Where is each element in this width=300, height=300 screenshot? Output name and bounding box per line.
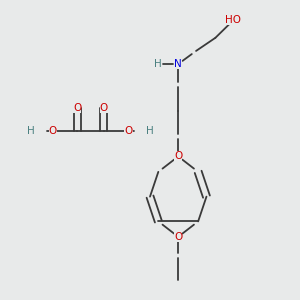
Text: O: O bbox=[124, 126, 132, 136]
Text: H: H bbox=[146, 126, 154, 136]
Text: H: H bbox=[154, 59, 161, 69]
Text: H: H bbox=[27, 126, 35, 136]
Text: O: O bbox=[174, 232, 182, 242]
Text: HO: HO bbox=[225, 15, 241, 25]
Text: N: N bbox=[174, 59, 182, 69]
Text: O: O bbox=[49, 126, 57, 136]
Text: O: O bbox=[174, 152, 182, 161]
Text: O: O bbox=[73, 103, 81, 113]
Text: O: O bbox=[100, 103, 108, 113]
